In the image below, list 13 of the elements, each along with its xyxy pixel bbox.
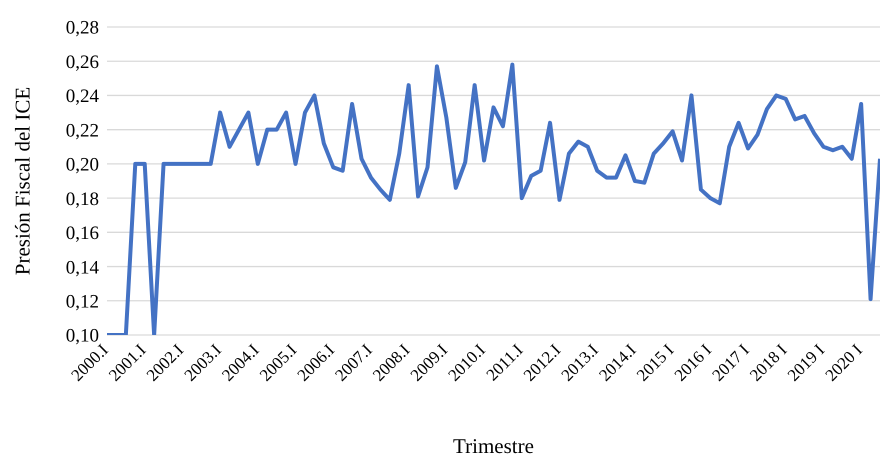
y-tick-label: 0,18 [66, 188, 99, 210]
x-axis-title: Trimestre [453, 434, 534, 455]
y-tick-label: 0,28 [66, 18, 99, 39]
y-tick-label: 0,26 [66, 52, 99, 73]
y-tick-label: 0,22 [66, 120, 99, 142]
y-tick-label: 0,24 [66, 86, 100, 108]
line-series [105, 62, 880, 335]
y-axis-title: Presión Fiscal del ICE [10, 86, 34, 276]
y-tick-label: 0,10 [66, 326, 99, 347]
y-tick-label: 0,20 [66, 154, 99, 176]
y-tick-label: 0,14 [66, 257, 100, 278]
y-tick-label: 0,12 [66, 292, 99, 313]
y-tick-label: 0,16 [66, 223, 99, 244]
